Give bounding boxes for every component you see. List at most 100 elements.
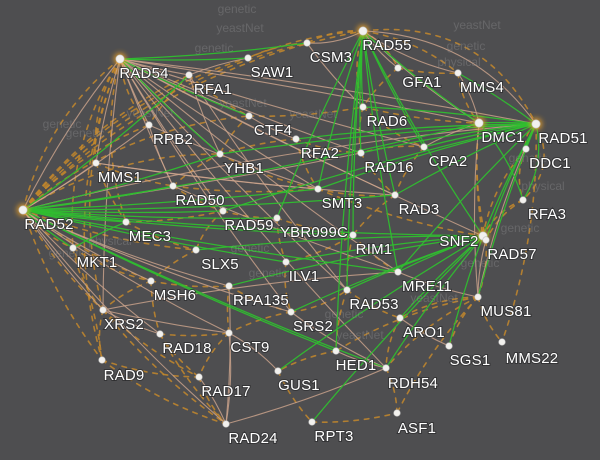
- node-circle[interactable]: [99, 306, 107, 314]
- node-circle[interactable]: [282, 258, 290, 266]
- node-circle[interactable]: [219, 207, 227, 215]
- node-circle[interactable]: [192, 246, 200, 254]
- node-circle[interactable]: [18, 205, 28, 215]
- node-circle[interactable]: [122, 218, 130, 226]
- node-DDC1[interactable]: [522, 145, 530, 153]
- node-MSH6[interactable]: [147, 277, 155, 285]
- node-circle[interactable]: [303, 39, 311, 47]
- node-circle[interactable]: [396, 314, 404, 322]
- node-circle[interactable]: [287, 308, 295, 316]
- node-MKT1[interactable]: [69, 244, 77, 252]
- node-circle[interactable]: [343, 286, 351, 294]
- node-SAW1[interactable]: [244, 54, 252, 62]
- node-circle[interactable]: [195, 373, 203, 381]
- node-CST9[interactable]: [225, 329, 233, 337]
- node-CPA2[interactable]: [420, 143, 428, 151]
- node-circle[interactable]: [292, 135, 300, 143]
- node-circle[interactable]: [273, 214, 281, 222]
- node-YBR099C[interactable]: [273, 214, 281, 222]
- node-circle[interactable]: [382, 364, 390, 372]
- node-ARO1[interactable]: [396, 314, 404, 322]
- node-RAD59[interactable]: [219, 207, 227, 215]
- node-HED1[interactable]: [332, 347, 340, 355]
- node-RIM1[interactable]: [349, 231, 357, 239]
- node-GFA1[interactable]: [394, 64, 402, 72]
- node-MMS4[interactable]: [454, 69, 462, 77]
- node-circle[interactable]: [115, 54, 125, 64]
- node-circle[interactable]: [147, 277, 155, 285]
- node-circle[interactable]: [522, 145, 530, 153]
- node-SRS2[interactable]: [287, 308, 295, 316]
- node-circle[interactable]: [519, 196, 527, 204]
- node-circle[interactable]: [482, 236, 490, 244]
- node-RPT3[interactable]: [308, 418, 316, 426]
- node-RAD55[interactable]: [357, 25, 369, 37]
- node-circle[interactable]: [245, 112, 253, 120]
- node-circle[interactable]: [358, 26, 368, 36]
- node-circle[interactable]: [225, 329, 233, 337]
- node-CSM3[interactable]: [303, 39, 311, 47]
- node-circle[interactable]: [92, 159, 100, 167]
- node-circle[interactable]: [185, 71, 193, 79]
- node-circle[interactable]: [359, 103, 367, 111]
- node-RAD54[interactable]: [114, 53, 126, 65]
- node-circle[interactable]: [474, 293, 482, 301]
- node-circle[interactable]: [222, 420, 230, 428]
- node-RFA3[interactable]: [519, 196, 527, 204]
- node-circle[interactable]: [98, 356, 106, 364]
- node-RPB2[interactable]: [145, 121, 153, 129]
- node-RAD16[interactable]: [357, 149, 365, 157]
- node-RAD6[interactable]: [359, 103, 367, 111]
- node-SLX5[interactable]: [192, 246, 200, 254]
- node-circle[interactable]: [498, 338, 506, 346]
- node-GUS1[interactable]: [274, 367, 282, 375]
- node-circle[interactable]: [531, 119, 541, 129]
- node-RAD24[interactable]: [222, 420, 230, 428]
- node-RAD9[interactable]: [98, 356, 106, 364]
- node-SMT3[interactable]: [314, 185, 322, 193]
- node-RFA1[interactable]: [185, 71, 193, 79]
- node-RPA135[interactable]: [225, 282, 233, 290]
- node-circle[interactable]: [69, 244, 77, 252]
- node-RAD53[interactable]: [343, 286, 351, 294]
- node-RAD3[interactable]: [391, 191, 399, 199]
- node-YHB1[interactable]: [216, 150, 224, 158]
- node-RDH54[interactable]: [382, 364, 390, 372]
- node-DMC1[interactable]: [473, 117, 485, 129]
- node-circle[interactable]: [169, 182, 177, 190]
- node-circle[interactable]: [349, 231, 357, 239]
- node-circle[interactable]: [244, 54, 252, 62]
- node-circle[interactable]: [394, 268, 402, 276]
- node-circle[interactable]: [357, 149, 365, 157]
- node-ASF1[interactable]: [393, 409, 401, 417]
- node-ILV1[interactable]: [282, 258, 290, 266]
- node-circle[interactable]: [314, 185, 322, 193]
- node-RAD52[interactable]: [17, 204, 29, 216]
- node-RAD17[interactable]: [195, 373, 203, 381]
- node-circle[interactable]: [145, 121, 153, 129]
- node-RAD18[interactable]: [156, 330, 164, 338]
- node-RAD51[interactable]: [530, 118, 542, 130]
- node-circle[interactable]: [391, 191, 399, 199]
- node-CTF4[interactable]: [245, 112, 253, 120]
- node-XRS2[interactable]: [99, 306, 107, 314]
- node-circle[interactable]: [445, 342, 453, 350]
- node-circle[interactable]: [216, 150, 224, 158]
- node-circle[interactable]: [308, 418, 316, 426]
- node-MUS81[interactable]: [474, 293, 482, 301]
- node-SGS1[interactable]: [445, 342, 453, 350]
- node-MRE11[interactable]: [394, 268, 402, 276]
- node-circle[interactable]: [474, 118, 484, 128]
- node-circle[interactable]: [225, 282, 233, 290]
- node-RFA2[interactable]: [292, 135, 300, 143]
- node-circle[interactable]: [156, 330, 164, 338]
- node-RAD50[interactable]: [169, 182, 177, 190]
- node-circle[interactable]: [394, 64, 402, 72]
- node-MMS22[interactable]: [498, 338, 506, 346]
- node-circle[interactable]: [332, 347, 340, 355]
- node-circle[interactable]: [274, 367, 282, 375]
- node-RAD57[interactable]: [482, 236, 490, 244]
- node-MEC3[interactable]: [122, 218, 130, 226]
